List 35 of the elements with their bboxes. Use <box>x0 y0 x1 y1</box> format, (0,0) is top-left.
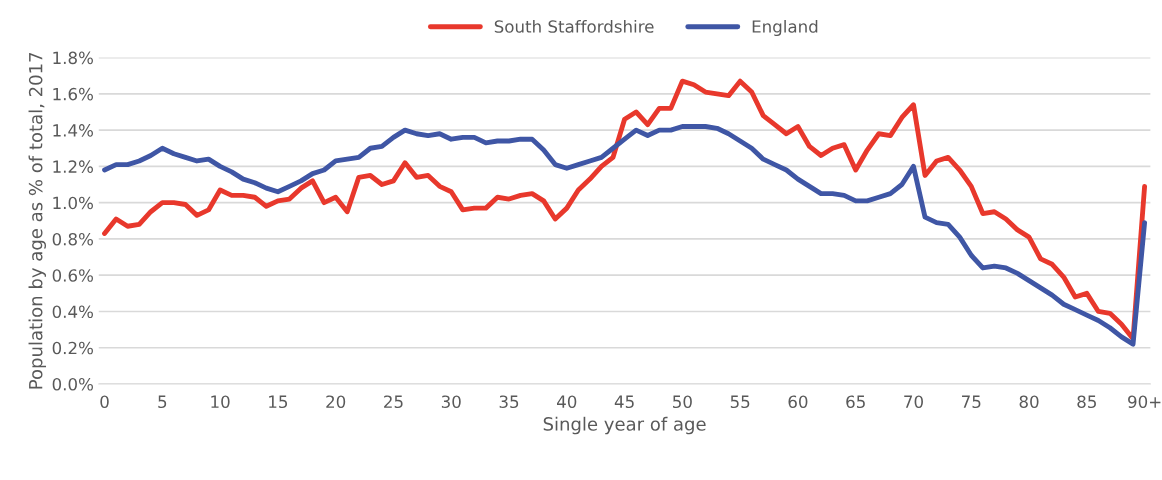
x-tick-label: 70 <box>904 395 923 409</box>
x-tick-label: 65 <box>846 395 865 409</box>
x-tick-label: 25 <box>384 395 403 409</box>
x-tick-label: 45 <box>614 395 634 409</box>
y-tick-label: 0.4% <box>52 305 93 319</box>
x-tick-label: 5 <box>158 395 167 409</box>
y-tick-label: 0.2% <box>52 341 93 355</box>
x-tick-label: 30 <box>441 395 461 409</box>
y-tick-label: 1.2% <box>53 160 93 173</box>
line-series <box>102 124 1148 347</box>
legend-label: England <box>752 19 818 37</box>
line-series <box>102 78 1148 342</box>
y-tick-label: 0.6% <box>52 269 93 282</box>
y-tick-label: 1.6% <box>53 87 93 101</box>
y-tick-label: 0.0% <box>52 377 93 391</box>
x-tick-label: 75 <box>962 395 981 409</box>
x-tick-label: 60 <box>788 395 808 409</box>
y-tick-label: 0.8% <box>52 232 93 246</box>
x-tick-label: 20 <box>326 395 346 409</box>
x-axis-title: Single year of age <box>543 416 706 435</box>
x-tick-label: 50 <box>673 395 692 409</box>
x-tick-label: 40 <box>557 395 577 409</box>
y-tick-label: 1.4% <box>53 124 93 137</box>
y-tick-label: 1.8% <box>53 51 93 65</box>
x-tick-label: 55 <box>730 395 750 409</box>
y-tick-label: 1.0% <box>53 196 93 210</box>
x-tick-label: 10 <box>211 395 230 409</box>
x-tick-label: 15 <box>269 395 288 409</box>
x-tick-label: 35 <box>499 395 519 409</box>
x-tick-label: 0 <box>100 395 109 409</box>
x-tick-label: 85 <box>1077 395 1096 409</box>
legend-label: South Staffordshire <box>494 19 654 33</box>
x-tick-label: 80 <box>1019 395 1039 409</box>
y-axis-title: Population by age as % of total, 2017 <box>28 52 47 389</box>
x-tick-label: 90+ <box>1128 395 1161 409</box>
